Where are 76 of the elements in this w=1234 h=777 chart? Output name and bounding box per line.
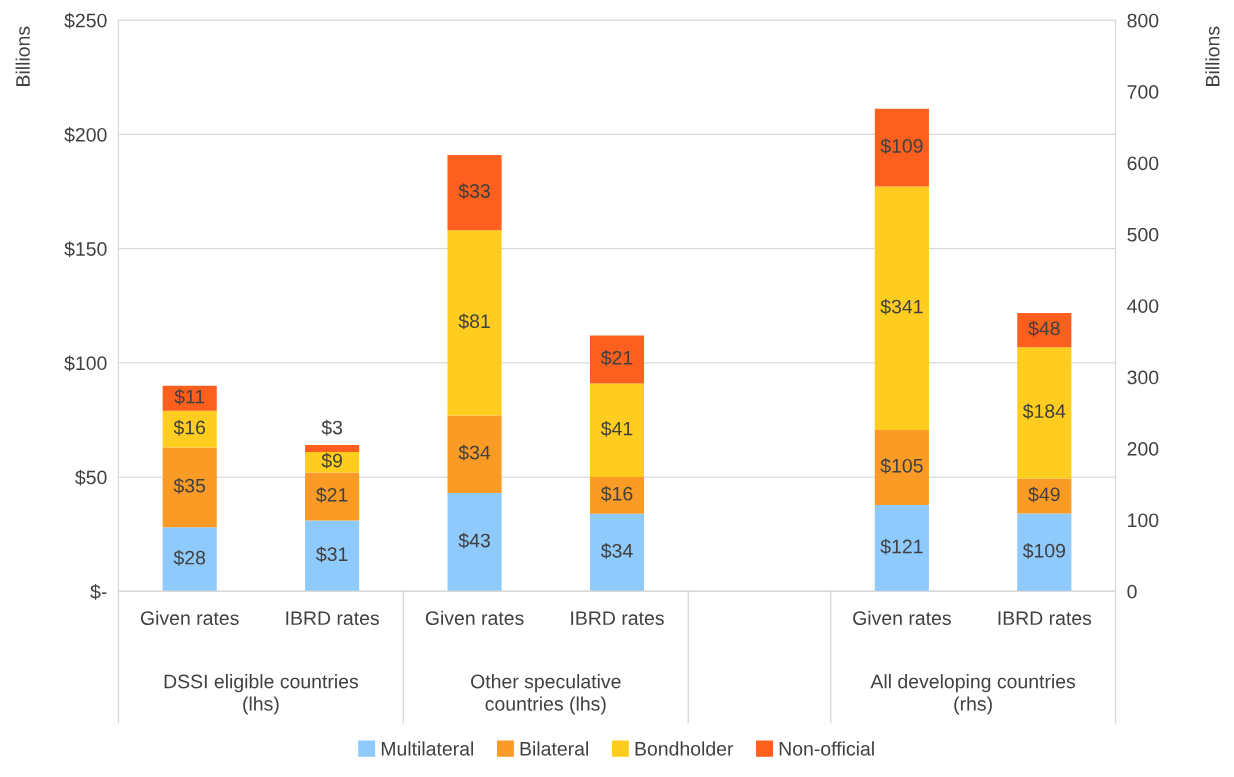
data-label: $33 <box>458 183 490 200</box>
bar <box>162 447 217 528</box>
bar <box>589 477 645 514</box>
data-label: $28 <box>173 549 206 566</box>
data-label: $16 <box>173 419 206 436</box>
bar <box>874 108 929 187</box>
data-label: $3 <box>321 419 343 436</box>
data-label: $43 <box>458 532 490 549</box>
y2-tick-label: 200 <box>1127 441 1159 456</box>
bar <box>589 513 645 592</box>
y-tick-label: $- <box>90 583 107 600</box>
bar <box>874 504 929 592</box>
y2-tick-label: 800 <box>1127 13 1159 28</box>
y2-tick-label: 300 <box>1127 370 1159 385</box>
text: DSSI eligible countries (lhs) <box>164 674 359 715</box>
bar <box>447 154 502 231</box>
x-tick-label: Given rates <box>853 610 951 626</box>
data-label: $35 <box>173 477 206 494</box>
data-label: $31 <box>316 546 348 563</box>
bar <box>874 429 929 505</box>
data-label: $41 <box>600 420 633 437</box>
y-tick-label: $150 <box>64 241 107 258</box>
legend-label: Multilateral <box>381 741 474 756</box>
data-label: $48 <box>1028 320 1060 337</box>
bar <box>589 383 645 478</box>
data-label: $11 <box>174 388 205 405</box>
x-tick-label: Given rates <box>425 610 524 626</box>
data-label: $109 <box>1022 543 1066 559</box>
bar <box>447 493 502 592</box>
bar <box>305 472 360 521</box>
data-label: $9 <box>321 452 343 469</box>
x-tick-label: IBRD rates <box>571 611 664 626</box>
legend-label: Bondholder <box>635 741 734 756</box>
data-label: $49 <box>1028 486 1060 503</box>
y2-tick-label: 600 <box>1127 156 1159 171</box>
bar <box>447 230 502 416</box>
data-label: $81 <box>458 313 490 330</box>
y-tick-label: $100 <box>64 355 107 372</box>
legend-label: Bilateral <box>520 741 588 756</box>
bar <box>305 445 360 452</box>
y2-tick-label: 0 <box>1127 584 1137 599</box>
y-tick-label: $50 <box>75 469 107 486</box>
y2-tick-label: 500 <box>1127 227 1159 242</box>
text: All developing countries (rhs) <box>870 674 1076 715</box>
data-label: $184 <box>1022 403 1066 420</box>
data-label: $34 <box>600 543 633 559</box>
data-label: $16 <box>600 485 633 502</box>
legend-label: Non-official <box>779 741 874 756</box>
data-label: $21 <box>316 487 348 503</box>
y2-tick-label: 700 <box>1127 85 1159 99</box>
data-label: $34 <box>458 444 491 461</box>
bar <box>1017 513 1072 592</box>
bar <box>1017 312 1072 348</box>
y-tick-label: $250 <box>64 12 107 29</box>
bar <box>305 451 360 473</box>
data-label: $105 <box>880 458 923 474</box>
bar <box>874 186 929 430</box>
bar <box>162 410 217 448</box>
y-tick-label: $200 <box>64 127 107 143</box>
data-label: $341 <box>880 298 923 315</box>
bar <box>162 527 217 592</box>
y2-tick-label: 400 <box>1127 299 1159 313</box>
data-label: $21 <box>600 350 633 366</box>
bar <box>1017 347 1072 479</box>
bar <box>447 415 502 494</box>
x-tick-label: IBRD rates <box>998 611 1092 626</box>
bar <box>305 520 360 592</box>
bar <box>589 335 645 384</box>
text: Other speculative countries (lhs) <box>471 674 621 715</box>
x-tick-label: IBRD rates <box>286 611 379 626</box>
data-label: $109 <box>880 138 923 154</box>
y2-axis-title: Billions <box>1205 26 1220 86</box>
x-tick-label: Given rates <box>140 610 239 626</box>
data-label: $121 <box>880 538 923 555</box>
y-axis-title: Billions <box>15 26 30 86</box>
y2-tick-label: 100 <box>1128 513 1159 528</box>
